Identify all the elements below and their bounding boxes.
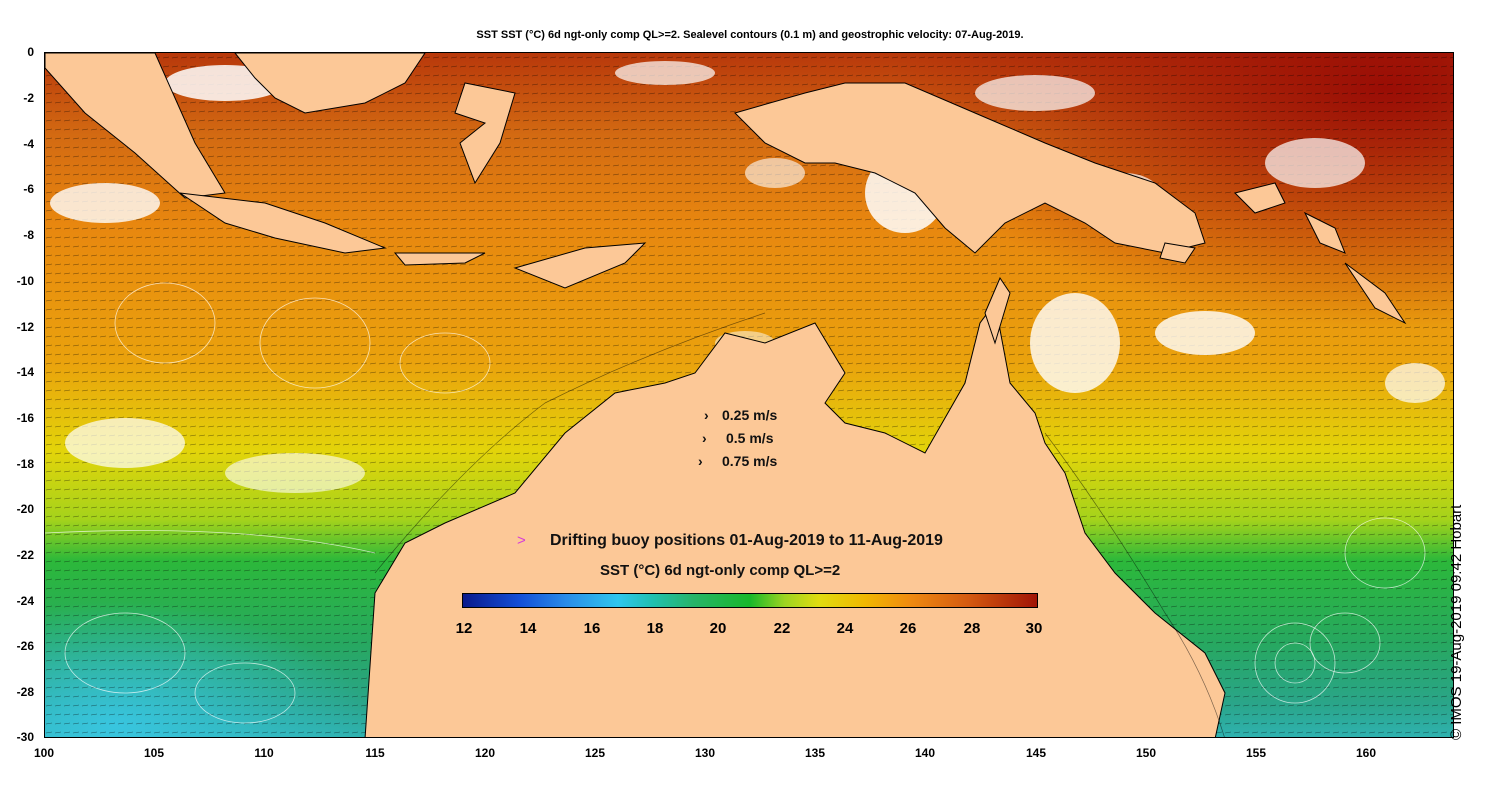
x-tick: 130 — [694, 746, 716, 760]
y-tick: -28 — [16, 685, 34, 699]
y-tick: -4 — [23, 137, 34, 151]
colorbar-tick: 24 — [836, 620, 854, 637]
new-britain — [1234, 182, 1286, 214]
colorbar-tick: 18 — [646, 620, 664, 637]
y-tick: -30 — [16, 730, 34, 744]
x-tick: 135 — [804, 746, 826, 760]
arrow-05-icon: › — [702, 430, 707, 446]
arrow-025-icon: › — [704, 407, 709, 423]
x-tick: 160 — [1355, 746, 1377, 760]
java — [179, 192, 387, 254]
x-tick: 120 — [474, 746, 496, 760]
timor — [513, 242, 647, 289]
x-tick: 150 — [1135, 746, 1157, 760]
y-tick: -18 — [16, 457, 34, 471]
land — [45, 53, 1407, 737]
y-tick: -6 — [23, 182, 34, 196]
colorbar-title: SST (°C) 6d ngt-only comp QL>=2 — [600, 562, 841, 579]
y-tick: -22 — [16, 548, 34, 562]
colorbar-tick: 14 — [519, 620, 537, 637]
sumatra — [45, 53, 226, 199]
x-tick: 140 — [914, 746, 936, 760]
y-tick: -26 — [16, 639, 34, 653]
buoy-marker-icon: > — [517, 532, 526, 549]
colorbar-tick: 12 — [455, 620, 473, 637]
sst-map-canvas — [45, 53, 1453, 737]
y-tick: -14 — [16, 365, 34, 379]
colorbar-tick: 16 — [583, 620, 601, 637]
buoy-legend: Drifting buoy positions 01-Aug-2019 to 1… — [550, 532, 943, 549]
colorbar-tick: 20 — [709, 620, 727, 637]
velocity-legend-05: 0.5 m/s — [726, 430, 774, 446]
map-title: SST SST (°C) 6d ngt-only comp QL>=2. Sea… — [476, 29, 1024, 41]
x-tick: 110 — [254, 746, 274, 760]
y-tick: -8 — [23, 228, 34, 242]
x-tick: 105 — [143, 746, 165, 760]
arrow-075-icon: › — [698, 453, 703, 469]
sealevel-contours — [45, 282, 1426, 724]
credit-text: © IMOS 19-Aug-2019 09:42 Hobart — [1448, 504, 1465, 740]
y-tick: -10 — [16, 274, 34, 288]
shelf-contour — [374, 312, 1225, 737]
x-tick: 115 — [365, 746, 385, 760]
colorbar-tick: 22 — [773, 620, 791, 637]
colorbar-tick: 30 — [1025, 620, 1043, 637]
y-tick: -2 — [23, 91, 34, 105]
australia — [364, 301, 1226, 737]
x-tick: 100 — [33, 746, 55, 760]
colorbar-tick: 28 — [963, 620, 981, 637]
new-guinea — [734, 82, 1206, 254]
sulawesi — [454, 82, 516, 185]
velocity-legend-075: 0.75 m/s — [722, 453, 778, 469]
solomon-islands — [1344, 262, 1407, 325]
colorbar-tick: 26 — [899, 620, 917, 637]
bougainville — [1303, 211, 1346, 254]
sst-colorbar — [462, 593, 1038, 608]
sst-map — [44, 52, 1454, 738]
velocity-legend-025: 0.25 m/s — [722, 407, 778, 423]
y-tick: -20 — [16, 502, 34, 516]
x-tick: 145 — [1025, 746, 1047, 760]
x-tick: 125 — [584, 746, 606, 760]
cape-york — [984, 276, 1011, 345]
x-tick: 155 — [1245, 746, 1267, 760]
y-tick: -12 — [16, 320, 34, 334]
y-tick: -16 — [16, 411, 34, 425]
borneo — [234, 53, 426, 114]
y-tick: 0 — [27, 45, 34, 59]
flores — [393, 252, 486, 266]
y-tick: -24 — [16, 594, 34, 608]
islet — [1159, 242, 1196, 264]
